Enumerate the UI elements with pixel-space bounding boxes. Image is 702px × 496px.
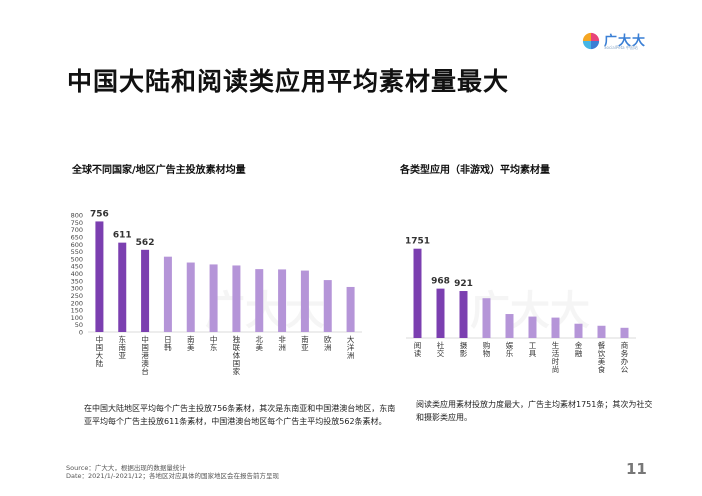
x-tick-label: 大洋洲 xyxy=(347,334,355,360)
y-tick-label: 800 xyxy=(71,212,83,220)
x-tick-label: 生活时尚 xyxy=(552,340,560,374)
y-tick-label: 400 xyxy=(71,270,83,278)
y-tick-label: 750 xyxy=(71,219,83,227)
bar-中国大陆 xyxy=(95,221,104,332)
data-label: 968 xyxy=(431,277,450,287)
logo-text: 广大大 xyxy=(604,34,647,49)
bar-生活时尚 xyxy=(551,317,560,338)
bar-非洲 xyxy=(278,269,287,332)
y-tick-label: 600 xyxy=(71,241,83,249)
date-note: Date：2021/1/-2021/12；各地区对应具体的国家地区会在报告前方呈… xyxy=(66,472,279,480)
bar-餐饮美食 xyxy=(597,325,606,338)
bar-阅读 xyxy=(413,248,422,338)
x-tick-label: 社交 xyxy=(437,340,445,358)
bar-摄影 xyxy=(459,291,468,338)
x-tick-label: 中国港澳台 xyxy=(141,334,149,376)
x-tick-label: 餐饮美食 xyxy=(598,341,606,374)
y-tick-label: 550 xyxy=(71,248,83,256)
bar-东南亚 xyxy=(118,242,127,332)
y-tick-label: 200 xyxy=(71,299,83,307)
y-tick-label: 50 xyxy=(75,321,83,329)
x-tick-label: 购物 xyxy=(483,340,491,358)
data-label: 921 xyxy=(454,279,473,289)
bar-南美 xyxy=(186,262,195,332)
x-tick-label: 欧洲 xyxy=(324,334,332,352)
data-label: 562 xyxy=(136,238,155,248)
x-tick-label: 阅读 xyxy=(414,341,422,358)
bar-南亚 xyxy=(300,270,309,332)
y-tick-label: 250 xyxy=(71,292,83,300)
y-tick-label: 0 xyxy=(79,329,83,337)
bar-购物 xyxy=(482,298,491,338)
data-label: 611 xyxy=(113,231,132,241)
bar-中国港澳台 xyxy=(141,249,150,332)
x-tick-label: 东南亚 xyxy=(119,334,127,360)
x-tick-label: 商务办公 xyxy=(621,340,629,374)
data-label: 756 xyxy=(90,209,109,219)
bar-欧洲 xyxy=(323,280,332,332)
y-tick-label: 100 xyxy=(71,314,83,322)
y-tick-label: 650 xyxy=(71,233,83,241)
x-tick-label: 日韩 xyxy=(164,335,172,352)
bar-商务办公 xyxy=(620,327,629,338)
y-tick-label: 350 xyxy=(71,277,83,285)
x-tick-label: 娱乐 xyxy=(506,341,514,358)
data-label: 1751 xyxy=(405,237,430,247)
x-tick-label: 工具 xyxy=(529,341,537,358)
page-title: 中国大陆和阅读类应用平均素材量最大 xyxy=(67,67,510,96)
y-tick-label: 500 xyxy=(71,255,83,263)
brand-logo: 广大大 SocialPeta 中国站 xyxy=(582,30,652,54)
x-tick-label: 金融 xyxy=(575,340,583,358)
bar-大洋洲 xyxy=(346,286,355,332)
x-tick-label: 中东 xyxy=(210,334,218,352)
bar-日韩 xyxy=(163,256,172,332)
bar-娱乐 xyxy=(505,314,514,338)
x-tick-label: 南美 xyxy=(187,334,195,352)
bar-中东 xyxy=(209,264,218,332)
description-categories: 阅读类应用素材投放力度最大，广告主均素材1751条；其次为社交和摄影类应用。 xyxy=(416,400,653,422)
x-tick-label: 摄影 xyxy=(460,341,468,358)
chart-title-regions: 全球不同国家/地区广告主投放素材均量 xyxy=(72,165,246,176)
x-tick-label: 独联体国家 xyxy=(233,334,241,376)
y-tick-label: 300 xyxy=(71,285,83,293)
bar-独联体国家 xyxy=(232,265,241,332)
bar-北美 xyxy=(255,269,264,332)
logo-icon xyxy=(582,32,600,50)
x-tick-label: 中国大陆 xyxy=(96,334,104,368)
source-note: Source：广大大，根据出现的数据量统计 xyxy=(66,464,186,472)
bar-金融 xyxy=(574,323,583,338)
bar-工具 xyxy=(528,316,537,338)
description-regions: 在中国大陆地区平均每个广告主投放756条素材，其次是东南亚和中国港澳台地区，东南… xyxy=(84,404,396,426)
x-tick-label: 北美 xyxy=(256,335,264,352)
chart-title-categories: 各类型应用（非游戏）平均素材量 xyxy=(400,165,550,176)
bar-社交 xyxy=(436,288,445,338)
logo-subtext: SocialPeta 中国站 xyxy=(604,45,638,50)
y-tick-label: 150 xyxy=(71,307,83,315)
page-number: 11 xyxy=(626,460,647,478)
x-tick-label: 非洲 xyxy=(278,334,286,352)
x-tick-label: 南亚 xyxy=(301,334,309,352)
y-tick-label: 700 xyxy=(71,226,83,234)
y-tick-label: 450 xyxy=(71,263,83,271)
